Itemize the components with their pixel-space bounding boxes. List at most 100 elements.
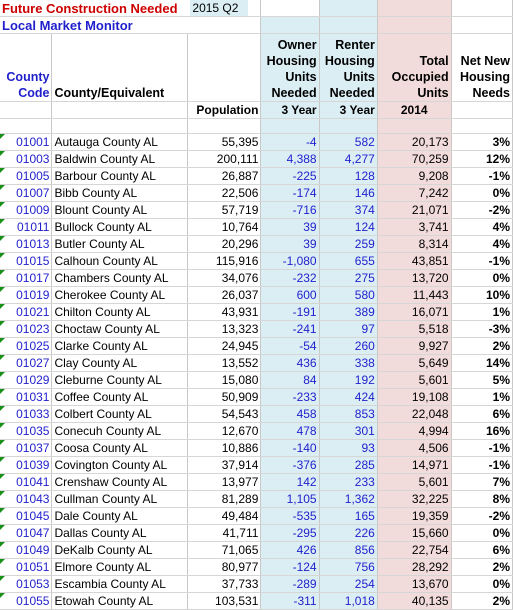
county-code-cell[interactable]: 01011 xyxy=(0,218,53,236)
owner-units-cell[interactable]: 1,105 xyxy=(260,490,320,508)
owner-units-cell[interactable]: 39 xyxy=(260,218,320,236)
population-cell[interactable]: 49,484 xyxy=(187,507,262,525)
county-code-cell[interactable]: 01027 xyxy=(0,354,53,372)
county-code-cell[interactable]: 01051 xyxy=(0,558,53,576)
population-cell[interactable]: 34,076 xyxy=(187,269,262,287)
county-code-cell[interactable]: 01017 xyxy=(0,269,53,287)
owner-units-cell[interactable]: 4,388 xyxy=(260,150,320,168)
net-needs-cell[interactable]: -1% xyxy=(451,252,513,270)
county-code-cell[interactable]: 01021 xyxy=(0,303,53,321)
net-needs-cell[interactable]: 5% xyxy=(451,371,513,389)
owner-units-cell[interactable]: -241 xyxy=(260,320,320,338)
county-name-cell[interactable]: Etowah County AL xyxy=(51,592,188,610)
county-name-cell[interactable]: Calhoun County AL xyxy=(51,252,188,270)
county-name-cell[interactable]: Barbour County AL xyxy=(51,167,188,185)
owner-units-cell[interactable]: -289 xyxy=(260,575,320,593)
net-needs-cell[interactable]: 14% xyxy=(451,354,513,372)
subheader-occupied[interactable]: 2014 xyxy=(377,101,452,119)
owner-units-cell[interactable]: 426 xyxy=(260,541,320,559)
occupied-units-cell[interactable]: 4,506 xyxy=(377,439,452,457)
owner-units-cell[interactable]: -535 xyxy=(260,507,320,525)
occupied-units-cell[interactable]: 4,994 xyxy=(377,422,452,440)
renter-units-cell[interactable]: 226 xyxy=(319,524,378,542)
population-cell[interactable]: 71,065 xyxy=(187,541,262,559)
net-needs-cell[interactable]: 16% xyxy=(451,422,513,440)
net-needs-cell[interactable]: -2% xyxy=(451,507,513,525)
county-name-cell[interactable]: Chilton County AL xyxy=(51,303,188,321)
renter-units-cell[interactable]: 93 xyxy=(319,439,378,457)
renter-units-cell[interactable]: 582 xyxy=(319,133,378,151)
population-cell[interactable]: 20,296 xyxy=(187,235,262,253)
county-name-cell[interactable]: Coffee County AL xyxy=(51,388,188,406)
occupied-units-cell[interactable]: 8,314 xyxy=(377,235,452,253)
net-needs-cell[interactable]: 10% xyxy=(451,286,513,304)
net-needs-cell[interactable]: 4% xyxy=(451,235,513,253)
net-needs-cell[interactable]: -3% xyxy=(451,320,513,338)
occupied-units-cell[interactable]: 9,208 xyxy=(377,167,452,185)
renter-units-cell[interactable]: 124 xyxy=(319,218,378,236)
net-needs-cell[interactable]: 1% xyxy=(451,303,513,321)
occupied-units-cell[interactable]: 5,649 xyxy=(377,354,452,372)
county-code-cell[interactable]: 01023 xyxy=(0,320,53,338)
renter-units-cell[interactable]: 192 xyxy=(319,371,378,389)
county-name-cell[interactable]: Conecuh County AL xyxy=(51,422,188,440)
net-needs-cell[interactable]: 8% xyxy=(451,490,513,508)
renter-units-cell[interactable]: 259 xyxy=(319,235,378,253)
net-needs-cell[interactable]: -1% xyxy=(451,439,513,457)
renter-units-cell[interactable]: 97 xyxy=(319,320,378,338)
population-cell[interactable]: 22,506 xyxy=(187,184,262,202)
renter-units-cell[interactable]: 165 xyxy=(319,507,378,525)
renter-units-cell[interactable]: 389 xyxy=(319,303,378,321)
renter-units-cell[interactable]: 580 xyxy=(319,286,378,304)
population-cell[interactable]: 50,909 xyxy=(187,388,262,406)
population-cell[interactable]: 200,111 xyxy=(187,150,262,168)
county-name-cell[interactable]: Dallas County AL xyxy=(51,524,188,542)
occupied-units-cell[interactable]: 20,173 xyxy=(377,133,452,151)
owner-units-cell[interactable]: 39 xyxy=(260,235,320,253)
occupied-units-cell[interactable]: 21,071 xyxy=(377,201,452,219)
county-code-cell[interactable]: 01009 xyxy=(0,201,53,219)
occupied-units-cell[interactable]: 40,135 xyxy=(377,592,452,610)
county-name-cell[interactable]: Chambers County AL xyxy=(51,269,188,287)
cell-empty[interactable] xyxy=(377,0,452,17)
cell-empty[interactable] xyxy=(319,118,378,134)
occupied-units-cell[interactable]: 28,292 xyxy=(377,558,452,576)
renter-units-cell[interactable]: 128 xyxy=(319,167,378,185)
county-name-cell[interactable]: Coosa County AL xyxy=(51,439,188,457)
occupied-units-cell[interactable]: 22,754 xyxy=(377,541,452,559)
cell-empty[interactable] xyxy=(377,118,452,134)
renter-units-cell[interactable]: 756 xyxy=(319,558,378,576)
renter-units-cell[interactable]: 1,362 xyxy=(319,490,378,508)
header-blank[interactable] xyxy=(187,33,262,102)
population-cell[interactable]: 41,711 xyxy=(187,524,262,542)
owner-units-cell[interactable]: 600 xyxy=(260,286,320,304)
county-name-cell[interactable]: Bullock County AL xyxy=(51,218,188,236)
renter-units-cell[interactable]: 856 xyxy=(319,541,378,559)
owner-units-cell[interactable]: 84 xyxy=(260,371,320,389)
report-period[interactable]: 2015 Q2 xyxy=(189,0,249,17)
header-county-equivalent[interactable]: County/Equivalent xyxy=(51,33,188,102)
county-name-cell[interactable]: Cleburne County AL xyxy=(51,371,188,389)
net-needs-cell[interactable]: 7% xyxy=(451,473,513,491)
county-code-cell[interactable]: 01025 xyxy=(0,337,53,355)
owner-units-cell[interactable]: -191 xyxy=(260,303,320,321)
population-cell[interactable]: 37,914 xyxy=(187,456,262,474)
owner-units-cell[interactable]: 478 xyxy=(260,422,320,440)
cell-empty[interactable] xyxy=(0,101,53,119)
county-name-cell[interactable]: Dale County AL xyxy=(51,507,188,525)
net-needs-cell[interactable]: 2% xyxy=(451,337,513,355)
occupied-units-cell[interactable]: 19,108 xyxy=(377,388,452,406)
net-needs-cell[interactable]: 6% xyxy=(451,405,513,423)
county-code-cell[interactable]: 01019 xyxy=(0,286,53,304)
occupied-units-cell[interactable]: 9,927 xyxy=(377,337,452,355)
owner-units-cell[interactable]: -54 xyxy=(260,337,320,355)
owner-units-cell[interactable]: -233 xyxy=(260,388,320,406)
cell-empty[interactable] xyxy=(260,118,320,134)
renter-units-cell[interactable]: 1,018 xyxy=(319,592,378,610)
county-code-cell[interactable]: 01005 xyxy=(0,167,53,185)
county-name-cell[interactable]: Butler County AL xyxy=(51,235,188,253)
county-code-cell[interactable]: 01053 xyxy=(0,575,53,593)
cell-empty[interactable] xyxy=(187,118,262,134)
occupied-units-cell[interactable]: 15,660 xyxy=(377,524,452,542)
cell-empty[interactable] xyxy=(0,118,53,134)
